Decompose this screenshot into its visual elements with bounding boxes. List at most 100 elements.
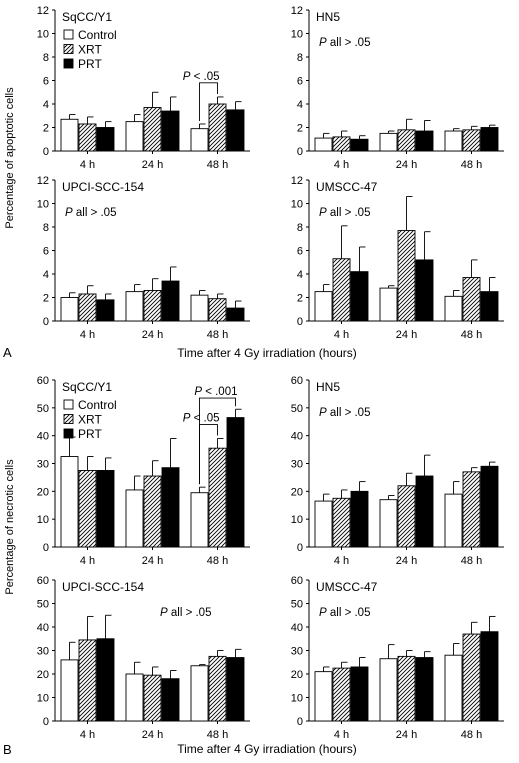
bar-prt	[480, 465, 499, 548]
chart-3: 0 2 4 6 8 10 12 4 h 24 h 48 h UPCI-SCC-154 P all > …	[37, 175, 250, 341]
chart-title: SqCC/Y1	[62, 380, 112, 394]
y-tick-label: 2	[297, 293, 303, 305]
y-tick-label: 6	[43, 246, 49, 258]
y-tick-label: 2	[43, 123, 49, 135]
y-tick-label: 12	[291, 5, 303, 17]
x-tick-label: 4 h	[80, 159, 95, 171]
bar-xrt	[397, 230, 416, 322]
y-tick-label: 40	[37, 622, 49, 634]
y-tick-label: 40	[37, 431, 49, 443]
x-tick-label: 24 h	[142, 729, 163, 741]
bar-control	[444, 295, 463, 322]
y-tick-label: 10	[37, 29, 49, 41]
y-tick-label: 6	[43, 76, 49, 88]
bar-control	[444, 130, 463, 152]
bar-control	[379, 287, 398, 322]
bar-xrt	[332, 258, 351, 322]
bar-prt	[161, 110, 180, 152]
y-tick-label: 8	[297, 222, 303, 234]
bar-xrt	[332, 667, 351, 722]
panel-a-ylabel: Percentage of apoptotic cells	[4, 87, 16, 229]
bar-xrt	[208, 447, 227, 548]
bar-prt	[480, 127, 499, 152]
y-tick-label: 30	[37, 459, 49, 471]
x-tick-label: 48 h	[461, 329, 482, 341]
y-tick-label: 6	[297, 246, 303, 258]
bar-xrt	[397, 655, 416, 722]
y-tick-label: 20	[291, 669, 303, 681]
y-tick-label: 0	[297, 542, 303, 554]
legend-label: XRT	[78, 413, 102, 427]
x-tick-label: 4 h	[334, 329, 349, 341]
bar-prt	[350, 490, 369, 548]
bar-prt	[226, 109, 245, 152]
x-tick-label: 48 h	[461, 729, 482, 741]
bar-prt	[96, 127, 115, 152]
p-value-note: P all > .05	[65, 207, 116, 219]
bar-xrt	[462, 471, 481, 548]
panel-b-xlabel: Time after 4 Gy irradiation (hours)	[177, 742, 357, 756]
p-value-note: P all > .05	[319, 37, 370, 49]
y-tick-label: 10	[37, 693, 49, 705]
significance-bracket	[199, 82, 218, 121]
bar-prt	[161, 678, 180, 722]
bar-prt	[415, 657, 434, 722]
y-tick-label: 0	[297, 716, 303, 728]
y-tick-label: 60	[291, 375, 303, 387]
bar-xrt	[332, 136, 351, 152]
legend-swatch	[63, 414, 74, 424]
bar-control	[190, 294, 209, 322]
bar-xrt	[332, 497, 351, 548]
bar-xrt	[78, 293, 97, 322]
bar-control	[314, 291, 333, 322]
legend-swatch	[63, 428, 74, 439]
y-tick-label: 60	[291, 575, 303, 587]
chart-5: 0 10 20 30 40 50 60 4 h 24 h 48 h SqCC/Y1 ControlXR…	[37, 375, 250, 567]
y-tick-label: 10	[291, 693, 303, 705]
bar-control	[379, 499, 398, 548]
x-tick-label: 48 h	[207, 555, 228, 567]
x-tick-label: 24 h	[396, 555, 417, 567]
significance-bracket	[199, 424, 218, 485]
chart-title: SqCC/Y1	[62, 10, 112, 24]
x-tick-label: 4 h	[334, 729, 349, 741]
chart-title: UPCI-SCC-154	[62, 580, 144, 594]
chart-title: UMSCC-47	[316, 580, 378, 594]
bar-xrt	[397, 129, 416, 152]
y-tick-label: 0	[43, 316, 49, 328]
x-tick-label: 4 h	[334, 159, 349, 171]
y-tick-label: 12	[37, 5, 49, 17]
y-tick-label: 6	[297, 76, 303, 88]
y-tick-label: 0	[43, 716, 49, 728]
bar-control	[444, 493, 463, 548]
y-tick-label: 4	[43, 99, 49, 111]
bar-control	[314, 137, 333, 152]
y-tick-label: 12	[37, 175, 49, 187]
panel-a-xlabel: Time after 4 Gy irradiation (hours)	[177, 346, 357, 360]
x-tick-label: 48 h	[207, 729, 228, 741]
chart-7: 0 10 20 30 40 50 60 4 h 24 h 48 h UPCI-SCC-154 P al…	[37, 575, 250, 741]
chart-4: 0 2 4 6 8 10 12 4 h 24 h 48 h UMSCC-47 P all > .05	[291, 175, 504, 341]
y-tick-label: 12	[291, 175, 303, 187]
y-tick-label: 0	[43, 542, 49, 554]
chart-1: 0 2 4 6 8 10 12 4 h 24 h 48 h SqCC/Y1 ControlXRTPRT…	[37, 5, 250, 171]
chart-title: UMSCC-47	[316, 180, 378, 194]
y-tick-label: 8	[43, 222, 49, 234]
y-tick-label: 20	[37, 486, 49, 498]
bar-xrt	[143, 674, 162, 722]
bar-xrt	[208, 655, 227, 722]
bar-prt	[96, 470, 115, 548]
y-tick-label: 0	[297, 146, 303, 158]
bar-prt	[350, 666, 369, 722]
bar-control	[190, 665, 209, 722]
y-tick-label: 50	[37, 599, 49, 611]
p-value-note: P all > .05	[319, 207, 370, 219]
bar-prt	[161, 467, 180, 548]
y-tick-label: 10	[291, 199, 303, 211]
y-tick-label: 10	[37, 199, 49, 211]
bar-xrt	[143, 107, 162, 152]
bar-control	[379, 132, 398, 152]
y-tick-label: 8	[43, 52, 49, 64]
legend-label: XRT	[78, 43, 102, 57]
